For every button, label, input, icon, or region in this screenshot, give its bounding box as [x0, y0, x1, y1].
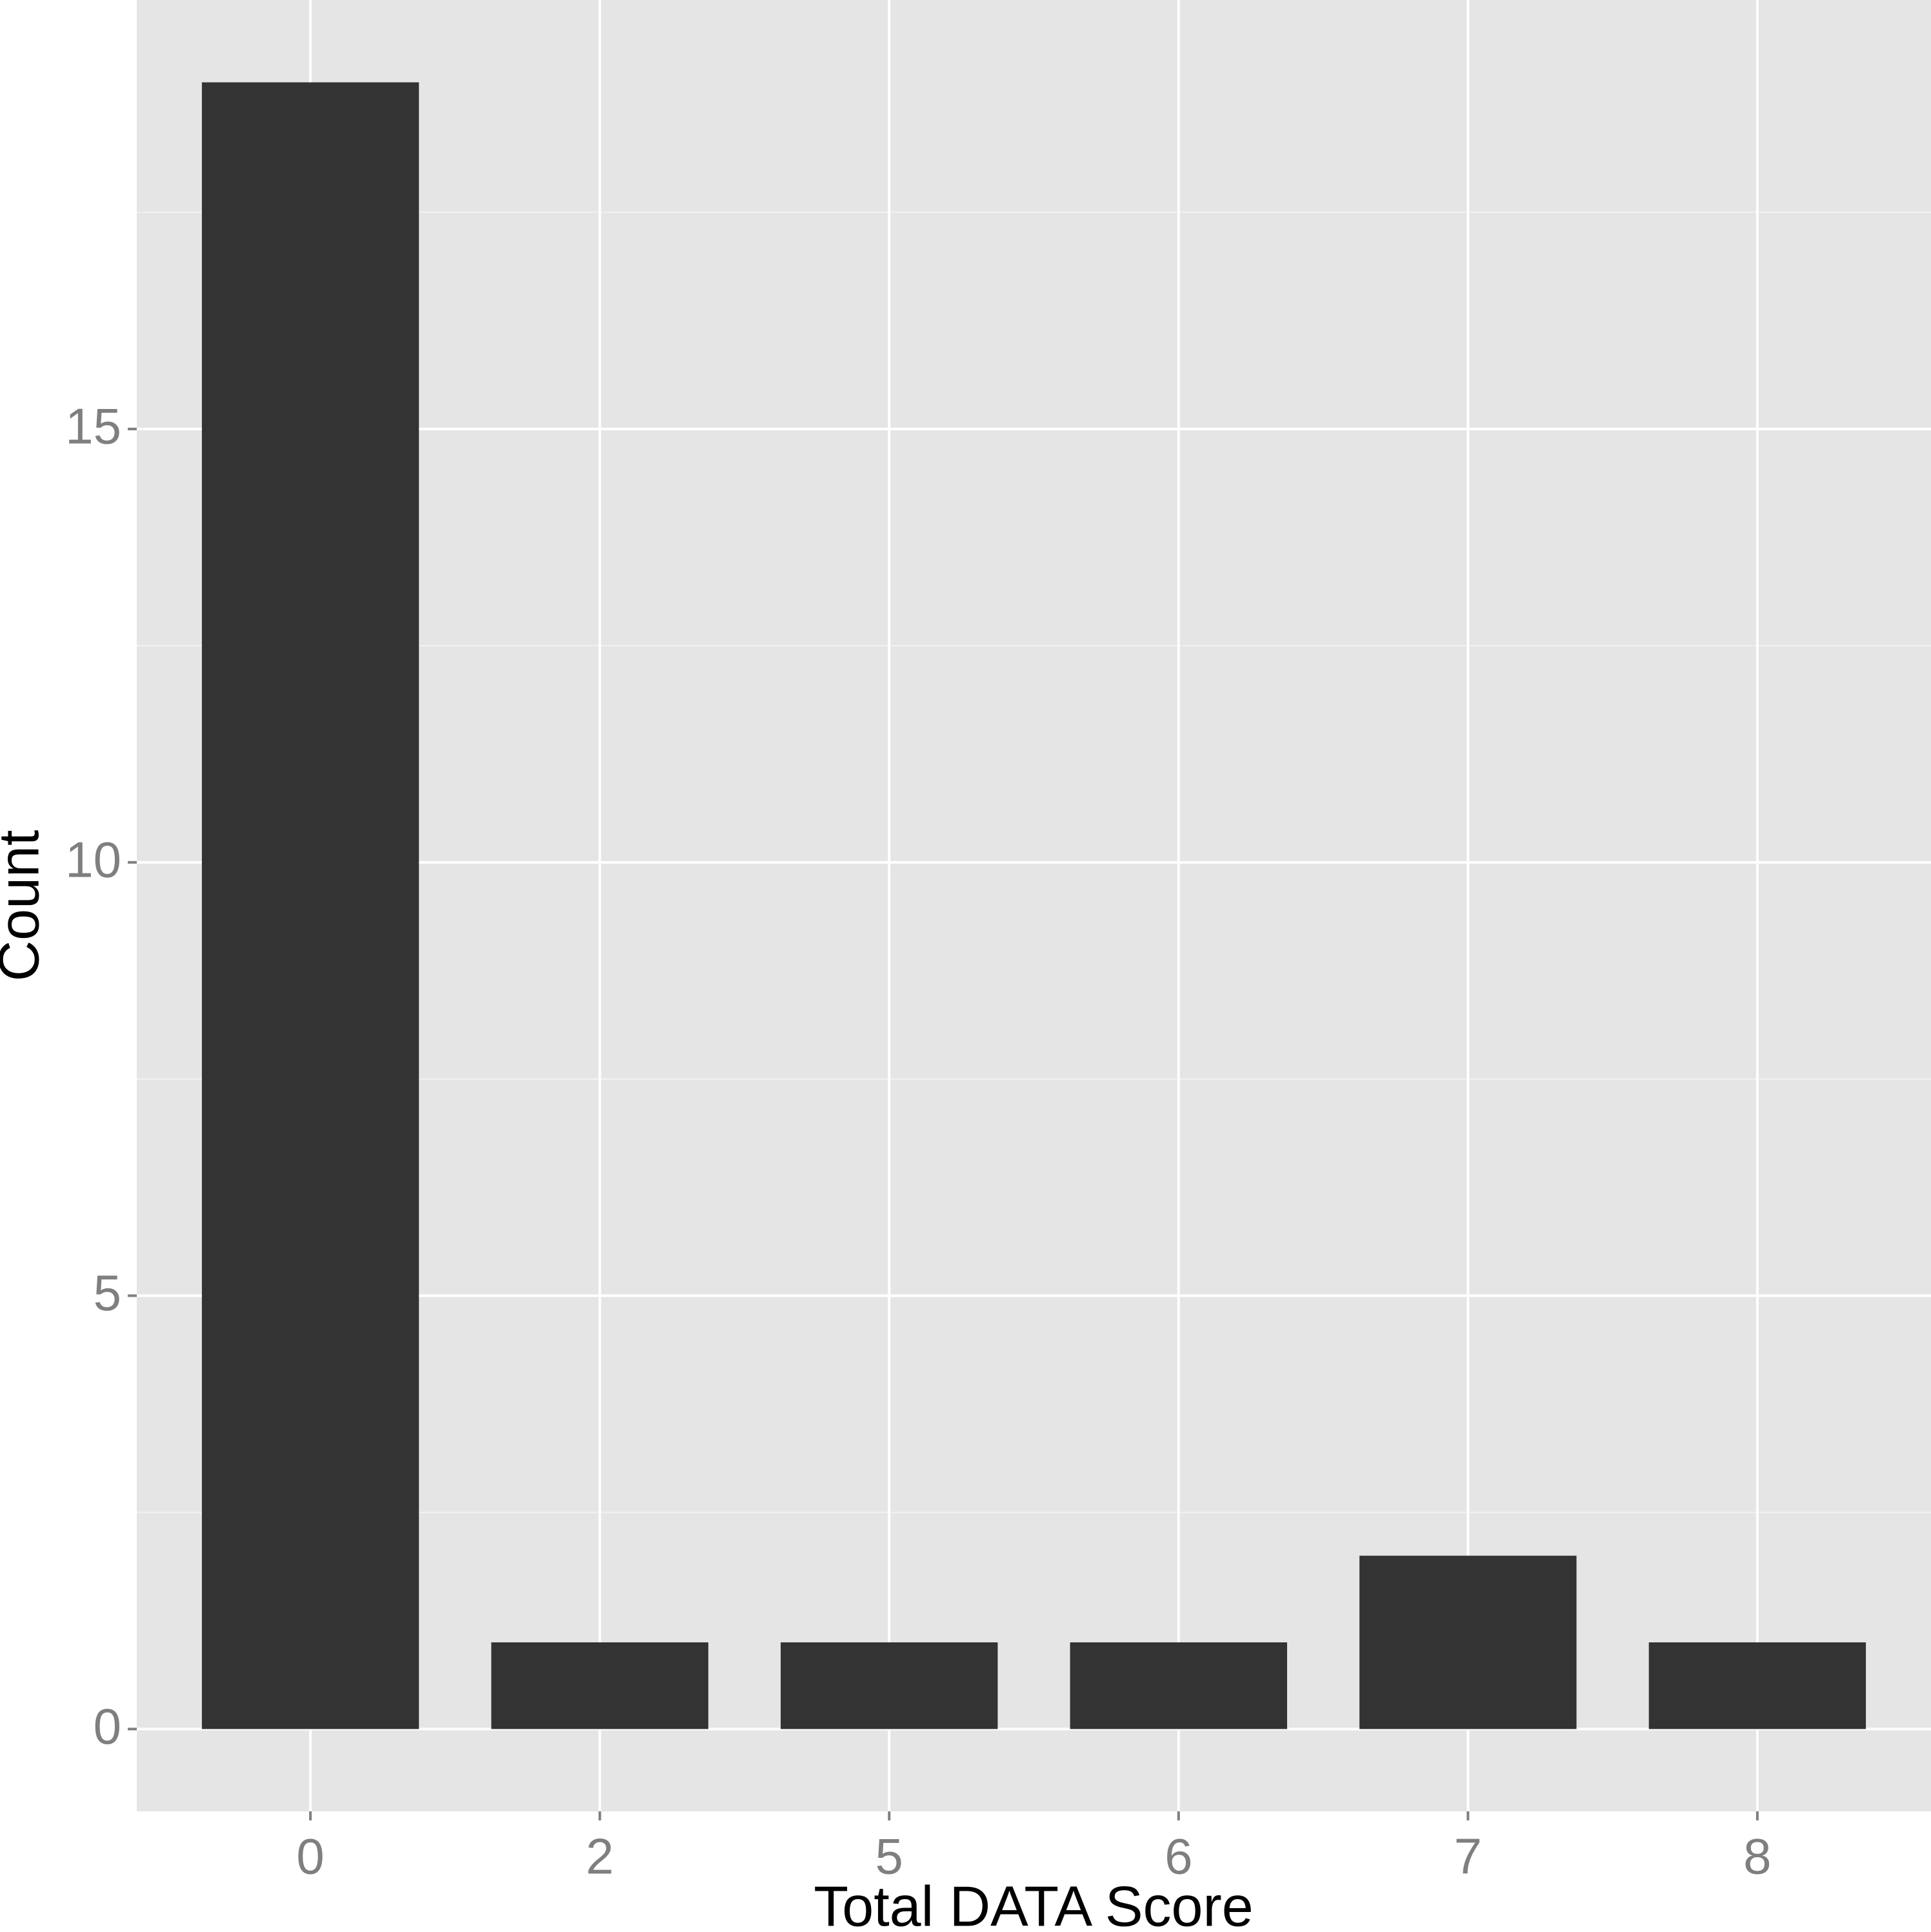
x-tick-label: 2 — [586, 1828, 614, 1885]
bar — [1359, 1555, 1577, 1729]
y-tick-label: 0 — [94, 1698, 121, 1755]
plot-panel — [137, 0, 1931, 1811]
bar — [1070, 1642, 1287, 1729]
x-tick-label: 6 — [1165, 1828, 1192, 1885]
y-axis-title: Count — [0, 830, 50, 982]
y-tick-label: 5 — [94, 1264, 121, 1321]
bar — [781, 1642, 998, 1729]
y-tick-label: 15 — [65, 398, 121, 455]
bar — [201, 82, 419, 1729]
x-tick-label: 5 — [875, 1828, 903, 1885]
x-tick-label: 7 — [1454, 1828, 1482, 1885]
x-tick-label: 8 — [1743, 1828, 1771, 1885]
y-tick-label: 10 — [65, 831, 121, 888]
x-tick-label: 0 — [296, 1828, 324, 1885]
bar — [491, 1642, 708, 1729]
bar — [1648, 1642, 1866, 1729]
x-axis-title: Total DATA Score — [814, 1874, 1253, 1932]
